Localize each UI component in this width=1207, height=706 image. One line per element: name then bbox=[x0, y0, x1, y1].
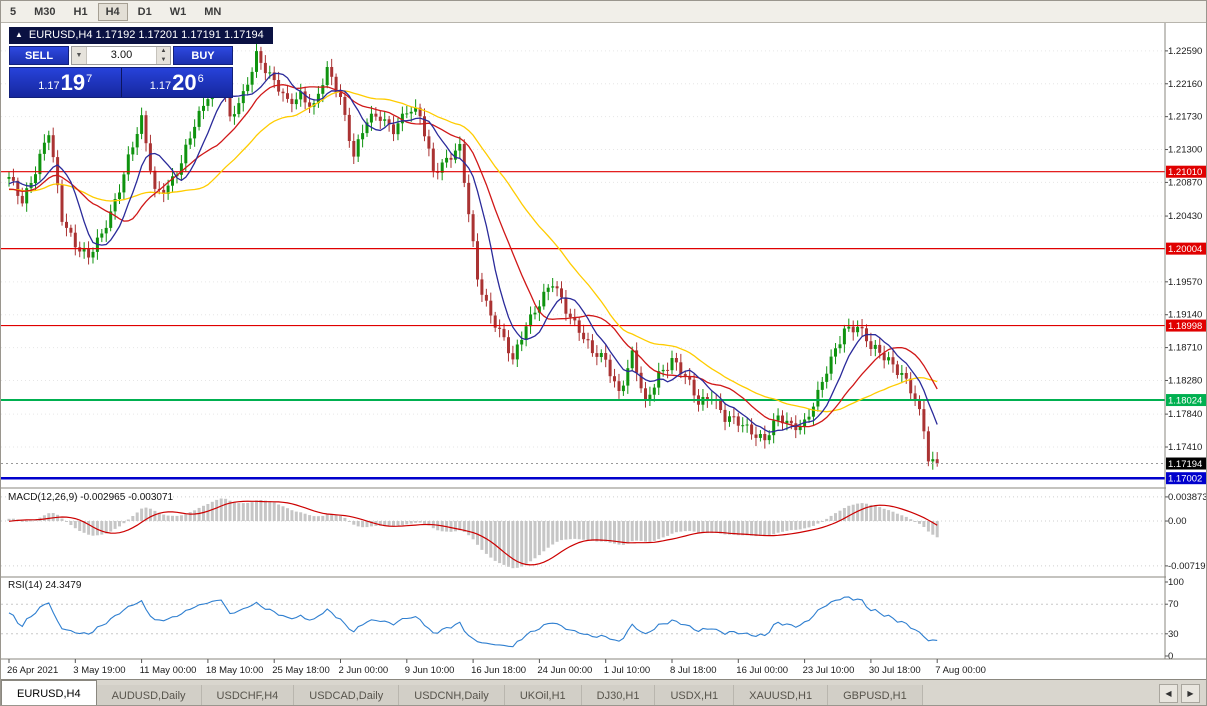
svg-text:100: 100 bbox=[1168, 577, 1184, 588]
chart-canvas[interactable]: 1.22590 1.22160 1.21730 1.21300 1.20870 1.204… bbox=[1, 23, 1207, 679]
svg-text:1.19140: 1.19140 bbox=[1168, 310, 1202, 321]
sell-price-box[interactable]: 1.17 19 7 bbox=[10, 68, 122, 97]
chart-title-text: EURUSD,H4 1.17192 1.17201 1.17191 1.1719… bbox=[28, 29, 264, 41]
price-axis[interactable]: 1.22590 1.22160 1.21730 1.21300 1.20870 1.204… bbox=[1164, 23, 1207, 662]
svg-text:23 Jul 10:00: 23 Jul 10:00 bbox=[803, 665, 855, 676]
chart-tab-usdcnh-daily[interactable]: USDCNH,Daily bbox=[399, 685, 505, 705]
svg-text:1.17194: 1.17194 bbox=[1168, 459, 1202, 470]
macd-histogram bbox=[7, 498, 939, 569]
svg-text:1.18024: 1.18024 bbox=[1168, 396, 1202, 407]
svg-text:7 Aug 00:00: 7 Aug 00:00 bbox=[935, 665, 986, 676]
svg-text:16 Jun 18:00: 16 Jun 18:00 bbox=[471, 665, 526, 676]
volume-value[interactable]: 3.00 bbox=[110, 49, 133, 61]
rsi-indicator-label: RSI(14) 24.3479 bbox=[8, 580, 82, 591]
horizontal-lines[interactable] bbox=[1, 171, 1165, 480]
buy-price-sup: 6 bbox=[197, 73, 204, 85]
timeframe-button-w1[interactable]: W1 bbox=[169, 5, 187, 18]
tab-scroll-right-icon[interactable]: ▶ bbox=[1181, 684, 1200, 703]
timeframe-button-h1[interactable]: H1 bbox=[73, 5, 88, 18]
svg-text:1.19570: 1.19570 bbox=[1168, 277, 1202, 288]
buy-price-box[interactable]: 1.17 20 6 bbox=[121, 68, 232, 97]
ma-fast-line bbox=[8, 72, 938, 433]
svg-text:2 Jun 00:00: 2 Jun 00:00 bbox=[339, 665, 389, 676]
chart-tab-usdchf-h4[interactable]: USDCHF,H4 bbox=[201, 685, 295, 705]
macd-panel[interactable] bbox=[1, 496, 1165, 569]
chart-marker-icon: ▲ bbox=[15, 30, 23, 39]
buy-price-prefix: 1.17 bbox=[149, 80, 172, 92]
svg-text:1.18998: 1.18998 bbox=[1168, 321, 1202, 332]
svg-text:18 May 10:00: 18 May 10:00 bbox=[206, 665, 264, 676]
svg-text:1.22590: 1.22590 bbox=[1168, 46, 1202, 57]
volume-dropdown-icon[interactable]: ▼ bbox=[72, 47, 87, 64]
svg-text:26 Apr 2021: 26 Apr 2021 bbox=[7, 665, 58, 676]
svg-text:9 Jun 10:00: 9 Jun 10:00 bbox=[405, 665, 455, 676]
chart-tab-bar: EURUSD,H4 AUDUSD,Daily USDCHF,H4 USDCAD,Dai… bbox=[1, 679, 1206, 705]
svg-text:1.17410: 1.17410 bbox=[1168, 442, 1202, 453]
chart-tab-ukoil-h1[interactable]: UKOil,H1 bbox=[504, 685, 582, 705]
sell-price-main: 19 bbox=[60, 70, 86, 95]
svg-text:1.21010: 1.21010 bbox=[1168, 167, 1202, 178]
main-price-plot[interactable] bbox=[1, 42, 1165, 480]
svg-text:1.18280: 1.18280 bbox=[1168, 375, 1202, 386]
sell-price-prefix: 1.17 bbox=[38, 80, 60, 92]
sell-button[interactable]: SELL bbox=[9, 46, 69, 65]
timeframe-button-m30[interactable]: M30 bbox=[34, 5, 56, 18]
ma-slow-line bbox=[8, 90, 938, 413]
svg-text:1.18710: 1.18710 bbox=[1168, 343, 1202, 354]
timeframe-button-h4[interactable]: H4 bbox=[97, 2, 128, 21]
tab-scroll-controls: ◀ ▶ bbox=[1159, 684, 1206, 705]
rsi-panel[interactable] bbox=[1, 596, 1165, 648]
svg-text:11 May 00:00: 11 May 00:00 bbox=[140, 665, 197, 676]
timeframe-button-5[interactable]: 5 bbox=[10, 5, 17, 18]
svg-text:1.20004: 1.20004 bbox=[1168, 244, 1202, 255]
svg-text:1.21300: 1.21300 bbox=[1168, 145, 1202, 156]
chart-tab-usdx-h1[interactable]: USDX,H1 bbox=[655, 685, 735, 705]
svg-text:0.00: 0.00 bbox=[1168, 516, 1187, 527]
one-click-trading-panel: SELL ▼ 3.00 ▲ ▼ BUY 1.17 19 7 1.17 20 6 bbox=[9, 46, 233, 98]
chart-tab-audusd-daily[interactable]: AUDUSD,Daily bbox=[96, 685, 202, 705]
chart-tab-usdcad-daily[interactable]: USDCAD,Daily bbox=[294, 685, 400, 705]
svg-text:1.22160: 1.22160 bbox=[1168, 79, 1202, 90]
volume-down-icon[interactable]: ▼ bbox=[157, 55, 170, 64]
svg-text:1.17002: 1.17002 bbox=[1168, 474, 1202, 485]
chart-tab-dj30-h1[interactable]: DJ30,H1 bbox=[581, 685, 656, 705]
svg-text:3 May 19:00: 3 May 19:00 bbox=[73, 665, 125, 676]
chart-title-bar: ▲ EURUSD,H4 1.17192 1.17201 1.17191 1.17… bbox=[9, 27, 273, 44]
volume-up-icon[interactable]: ▲ bbox=[157, 47, 170, 56]
svg-text:1.20430: 1.20430 bbox=[1168, 211, 1202, 222]
svg-text:16 Jul 00:00: 16 Jul 00:00 bbox=[736, 665, 788, 676]
buy-button[interactable]: BUY bbox=[173, 46, 233, 65]
svg-text:0.003873: 0.003873 bbox=[1168, 492, 1207, 503]
svg-text:70: 70 bbox=[1168, 599, 1179, 610]
macd-indicator-label: MACD(12,26,9) -0.002965 -0.003071 bbox=[8, 492, 174, 503]
macd-signal-line bbox=[8, 500, 938, 566]
tab-scroll-left-icon[interactable]: ◀ bbox=[1159, 684, 1178, 703]
rsi-line bbox=[8, 596, 938, 648]
timeframe-button-d1[interactable]: D1 bbox=[137, 5, 152, 18]
volume-field[interactable]: ▼ 3.00 ▲ ▼ bbox=[71, 46, 171, 65]
sell-price-sup: 7 bbox=[86, 73, 93, 85]
chart-tab-xauusd-h1[interactable]: XAUUSD,H1 bbox=[734, 685, 829, 705]
svg-text:0: 0 bbox=[1168, 651, 1173, 662]
svg-text:-0.007197: -0.007197 bbox=[1168, 561, 1207, 572]
svg-text:1.17840: 1.17840 bbox=[1168, 409, 1202, 420]
svg-text:30: 30 bbox=[1168, 629, 1179, 640]
svg-text:1.20870: 1.20870 bbox=[1168, 177, 1202, 188]
svg-text:24 Jun 00:00: 24 Jun 00:00 bbox=[537, 665, 592, 676]
time-axis[interactable]: 26 Apr 2021 3 May 19:00 11 May 00:00 18 May… bbox=[1, 658, 1207, 679]
buy-price-main: 20 bbox=[172, 70, 197, 95]
chart-tab-gbpusd-h1[interactable]: GBPUSD,H1 bbox=[828, 685, 923, 705]
timeframe-toolbar: 5 M30 H1 H4 D1 W1 MN bbox=[1, 1, 1206, 23]
timeframe-button-mn[interactable]: MN bbox=[204, 5, 222, 18]
svg-text:1 Jul 10:00: 1 Jul 10:00 bbox=[604, 665, 650, 676]
volume-spinner[interactable]: ▲ ▼ bbox=[156, 47, 170, 64]
ma-mid-line bbox=[8, 84, 938, 428]
chart-background bbox=[1, 23, 1206, 679]
svg-text:8 Jul 18:00: 8 Jul 18:00 bbox=[670, 665, 716, 676]
svg-text:25 May 18:00: 25 May 18:00 bbox=[272, 665, 330, 676]
chart-tab-eurusd-h4[interactable]: EURUSD,H4 bbox=[1, 680, 97, 705]
svg-text:30 Jul 18:00: 30 Jul 18:00 bbox=[869, 665, 921, 676]
svg-text:1.21730: 1.21730 bbox=[1168, 112, 1202, 123]
